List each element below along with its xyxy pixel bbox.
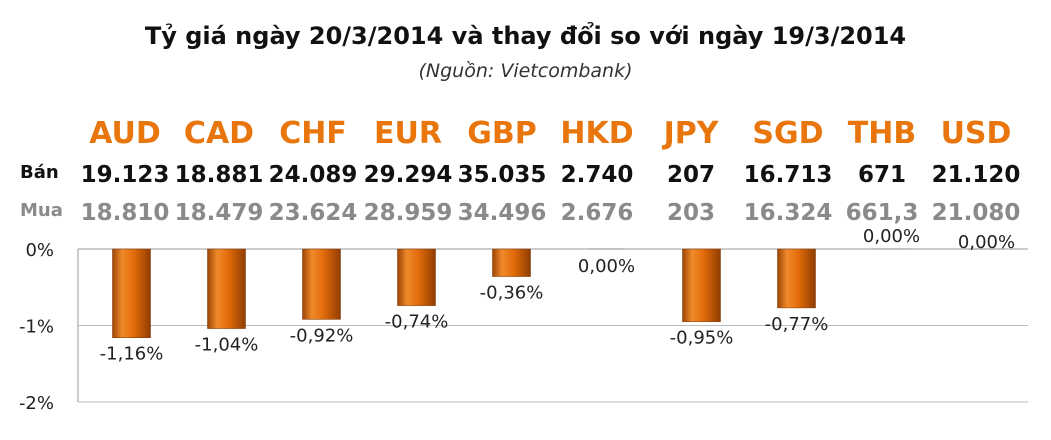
bar-cad — [207, 248, 246, 329]
buy-rate: 661,3 — [845, 200, 919, 226]
sell-rate: 24.089 — [268, 162, 358, 188]
chart-title: Tỷ giá ngày 20/3/2014 và thay đổi so với… — [144, 22, 907, 50]
buy-rate: 18.810 — [80, 200, 170, 226]
y-tick-label: 0% — [25, 240, 54, 261]
sell-rate: 19.123 — [80, 162, 170, 188]
sell-rate: 35.035 — [457, 162, 547, 188]
data-label: -0,36% — [480, 283, 544, 304]
currency-code: CAD — [183, 116, 255, 151]
currency-code: SGD — [752, 116, 824, 151]
bar-gbp — [492, 248, 531, 277]
currency-code: HKD — [560, 116, 634, 151]
buy-rate-row: Mua 18.810 18.479 23.624 28.959 34.496 2… — [0, 200, 1051, 240]
buy-rate: 23.624 — [268, 200, 358, 226]
y-tick-label: -2% — [19, 393, 54, 414]
currency-code: EUR — [374, 116, 442, 151]
currency-code: CHF — [279, 116, 347, 151]
currency-code: THB — [847, 116, 917, 151]
sell-rate: 18.881 — [174, 162, 264, 188]
buy-rate: 21.080 — [931, 200, 1021, 226]
data-label: 0,00% — [578, 256, 635, 277]
y-tick-label: -1% — [19, 317, 54, 338]
bar-aud — [112, 248, 151, 338]
buy-rate: 28.959 — [363, 200, 453, 226]
bar-chf — [302, 248, 341, 320]
data-label: -1,16% — [100, 344, 164, 365]
data-label: -0,95% — [670, 328, 734, 349]
chart-subtitle: (Nguồn: Vietcombank) — [418, 60, 633, 82]
currency-code: GBP — [467, 116, 537, 151]
buy-rate: 18.479 — [174, 200, 264, 226]
currency-code: USD — [940, 116, 1012, 151]
buy-rate: 34.496 — [457, 200, 547, 226]
data-label: 0,00% — [863, 226, 920, 247]
bar-jpy — [682, 248, 721, 322]
buy-rate: 203 — [666, 200, 715, 226]
sell-rate: 29.294 — [363, 162, 453, 188]
sell-rate: 21.120 — [931, 162, 1021, 188]
buy-row-label: Mua — [20, 200, 63, 221]
buy-rate: 2.676 — [560, 200, 634, 226]
bar-eur — [397, 248, 436, 306]
data-label: -0,77% — [765, 314, 829, 335]
data-label: -0,74% — [385, 312, 449, 333]
currency-code: JPY — [663, 116, 719, 151]
data-label: 0,00% — [958, 232, 1015, 253]
currency-header-row: AUD CAD CHF EUR GBP HKD JPY SGD THB USD — [0, 116, 1051, 156]
sell-rate: 671 — [857, 162, 906, 188]
sell-rate: 2.740 — [560, 162, 634, 188]
data-label: -0,92% — [290, 325, 354, 346]
currency-code: AUD — [89, 116, 161, 151]
buy-rate: 16.324 — [743, 200, 833, 226]
data-label: -1,04% — [195, 335, 259, 356]
sell-rate: 16.713 — [743, 162, 833, 188]
sell-row-label: Bán — [20, 162, 59, 183]
bar-sgd — [777, 248, 816, 309]
sell-rate-row: Bán 19.123 18.881 24.089 29.294 35.035 2… — [0, 162, 1051, 202]
sell-rate: 207 — [666, 162, 715, 188]
